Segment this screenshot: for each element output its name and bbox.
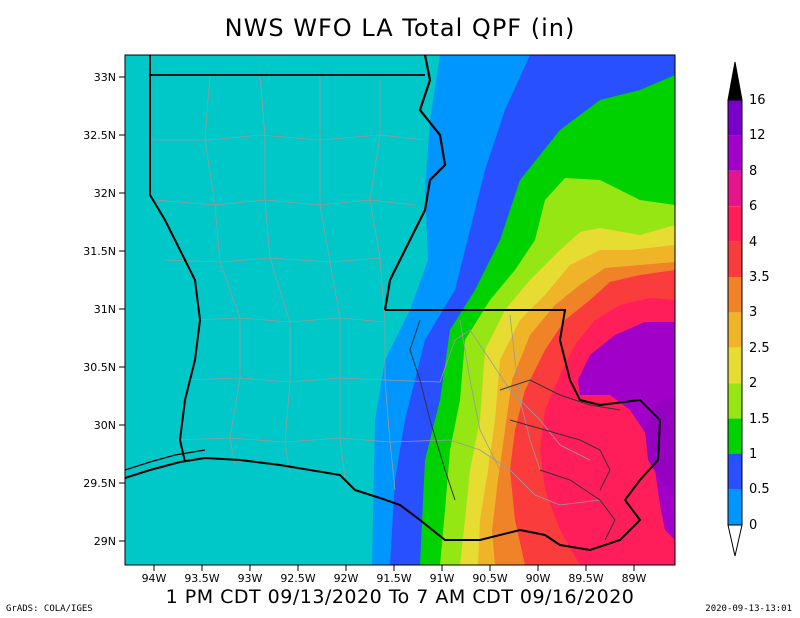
colorbar-swatch <box>728 170 742 207</box>
lat-label: 32.5N <box>83 129 116 142</box>
lon-label: 89W <box>622 572 647 585</box>
colorbar-label: 12 <box>749 128 766 143</box>
lon-label: 89.5W <box>568 572 603 585</box>
colorbar-swatch <box>728 241 742 277</box>
chart-title: NWS WFO LA Total QPF (in) <box>224 14 576 42</box>
longitude-axis: 94W 93.5W 93W 92.5W 92W 91.5W 91W 90.5W … <box>142 565 647 585</box>
time-range-subtitle: 1 PM CDT 09/13/2020 To 7 AM CDT 09/16/20… <box>165 586 635 608</box>
colorbar-swatch <box>728 312 742 348</box>
lon-label: 90.5W <box>472 572 507 585</box>
colorbar-under-triangle <box>727 524 743 557</box>
colorbar-swatch <box>728 277 742 313</box>
colorbar-label: 2 <box>749 376 757 391</box>
colorbar-label: 0 <box>749 518 757 533</box>
colorbar-swatch <box>728 347 742 384</box>
colorbar-swatch <box>728 206 742 242</box>
colorbar-label: 1.5 <box>749 412 770 427</box>
colorbar-label: 16 <box>749 93 766 108</box>
colorbar-label: 6 <box>749 199 757 214</box>
lon-label: 93W <box>238 572 263 585</box>
state-boundaries <box>125 55 662 552</box>
lon-label: 92.5W <box>280 572 315 585</box>
latitude-axis: 33N 32.5N 32N 31.5N 31N 30.5N 30N 29.5N … <box>83 71 125 548</box>
colorbar-label: 1 <box>749 447 757 462</box>
colorbar-label: 8 <box>749 164 757 179</box>
lon-label: 90W <box>526 572 551 585</box>
map-frame <box>124 54 676 566</box>
parish-boundaries <box>150 74 601 506</box>
lat-label: 31.5N <box>83 245 116 258</box>
lon-label: 93.5W <box>184 572 219 585</box>
lat-label: 29.5N <box>83 477 116 490</box>
colorbar-over-triangle <box>727 61 743 101</box>
generation-timestamp: 2020-09-13-13:01 <box>705 604 792 614</box>
lat-label: 33N <box>94 71 116 84</box>
lat-label: 30.5N <box>83 361 116 374</box>
lon-label: 94W <box>142 572 167 585</box>
lon-label: 92W <box>334 572 359 585</box>
lon-label: 91.5W <box>376 572 411 585</box>
colorbar-label: 4 <box>749 235 757 250</box>
lat-label: 29N <box>94 535 116 548</box>
colorbar-label: 3.5 <box>749 270 770 285</box>
colorbar-swatch <box>728 383 742 419</box>
colorbar-swatch <box>728 100 742 136</box>
colorbar-swatch <box>728 135 742 171</box>
lat-label: 32N <box>94 187 116 200</box>
qpf-band-8-12 <box>578 322 675 540</box>
lat-label: 30N <box>94 419 116 432</box>
colorbar-swatch <box>728 454 742 490</box>
colorbar-label: 3 <box>749 305 757 320</box>
colorbar-label: 0.5 <box>749 482 770 497</box>
colorbar-swatch <box>728 489 742 525</box>
colorbar-swatch <box>728 418 742 454</box>
lat-label: 31N <box>94 303 116 316</box>
colorbar-label: 2.5 <box>749 341 770 356</box>
colorbar: 16 12 8 6 4 3.5 3 2.5 2 1.5 1 0.5 0 <box>727 61 770 557</box>
grads-credit: GrADS: COLA/IGES <box>6 604 93 614</box>
lon-label: 91W <box>430 572 455 585</box>
